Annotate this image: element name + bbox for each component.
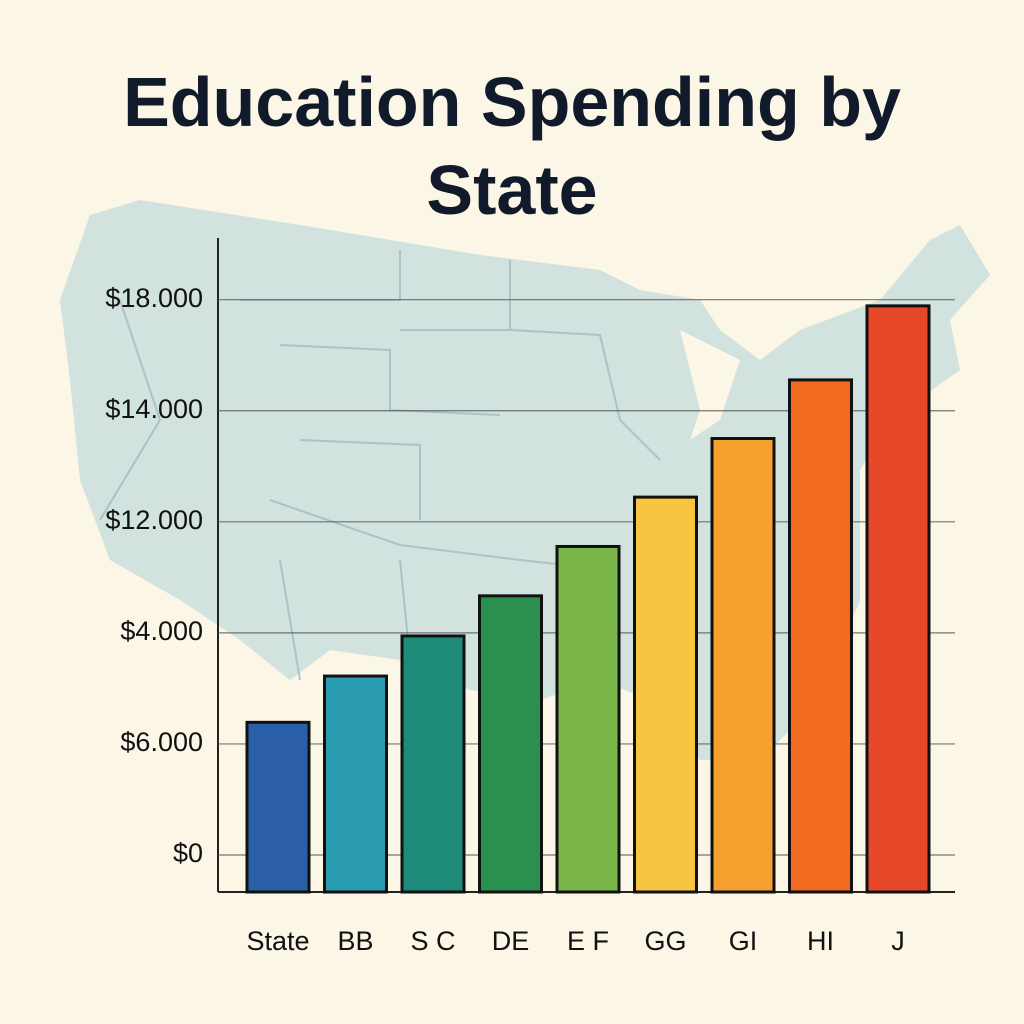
y-tick-label: $4.000 — [120, 616, 203, 646]
bar — [633, 495, 698, 894]
x-tick-label: GI — [729, 926, 758, 956]
y-tick-label: $6.000 — [120, 727, 203, 757]
x-tick-label: DE — [492, 926, 530, 956]
y-tick-label: $0 — [173, 838, 203, 868]
y-tick-label: $18.000 — [105, 283, 203, 313]
bar — [788, 378, 853, 894]
bar — [478, 594, 543, 894]
x-tick-label: State — [246, 926, 309, 956]
x-tick-label: HI — [807, 926, 834, 956]
x-tick-label: J — [891, 926, 905, 956]
x-tick-label: E F — [567, 926, 609, 956]
bar — [400, 634, 466, 894]
x-tick-label: GG — [644, 926, 686, 956]
x-tick-label: BB — [337, 926, 373, 956]
bar — [555, 544, 621, 894]
bar — [865, 304, 931, 894]
x-tick-label: S C — [410, 926, 455, 956]
y-tick-label: $14.000 — [105, 394, 203, 424]
chart-title: Education Spending by State — [123, 63, 901, 229]
y-tick-label: $12.000 — [105, 505, 203, 535]
bar — [710, 437, 776, 894]
bar — [245, 720, 311, 894]
bar — [323, 674, 388, 894]
